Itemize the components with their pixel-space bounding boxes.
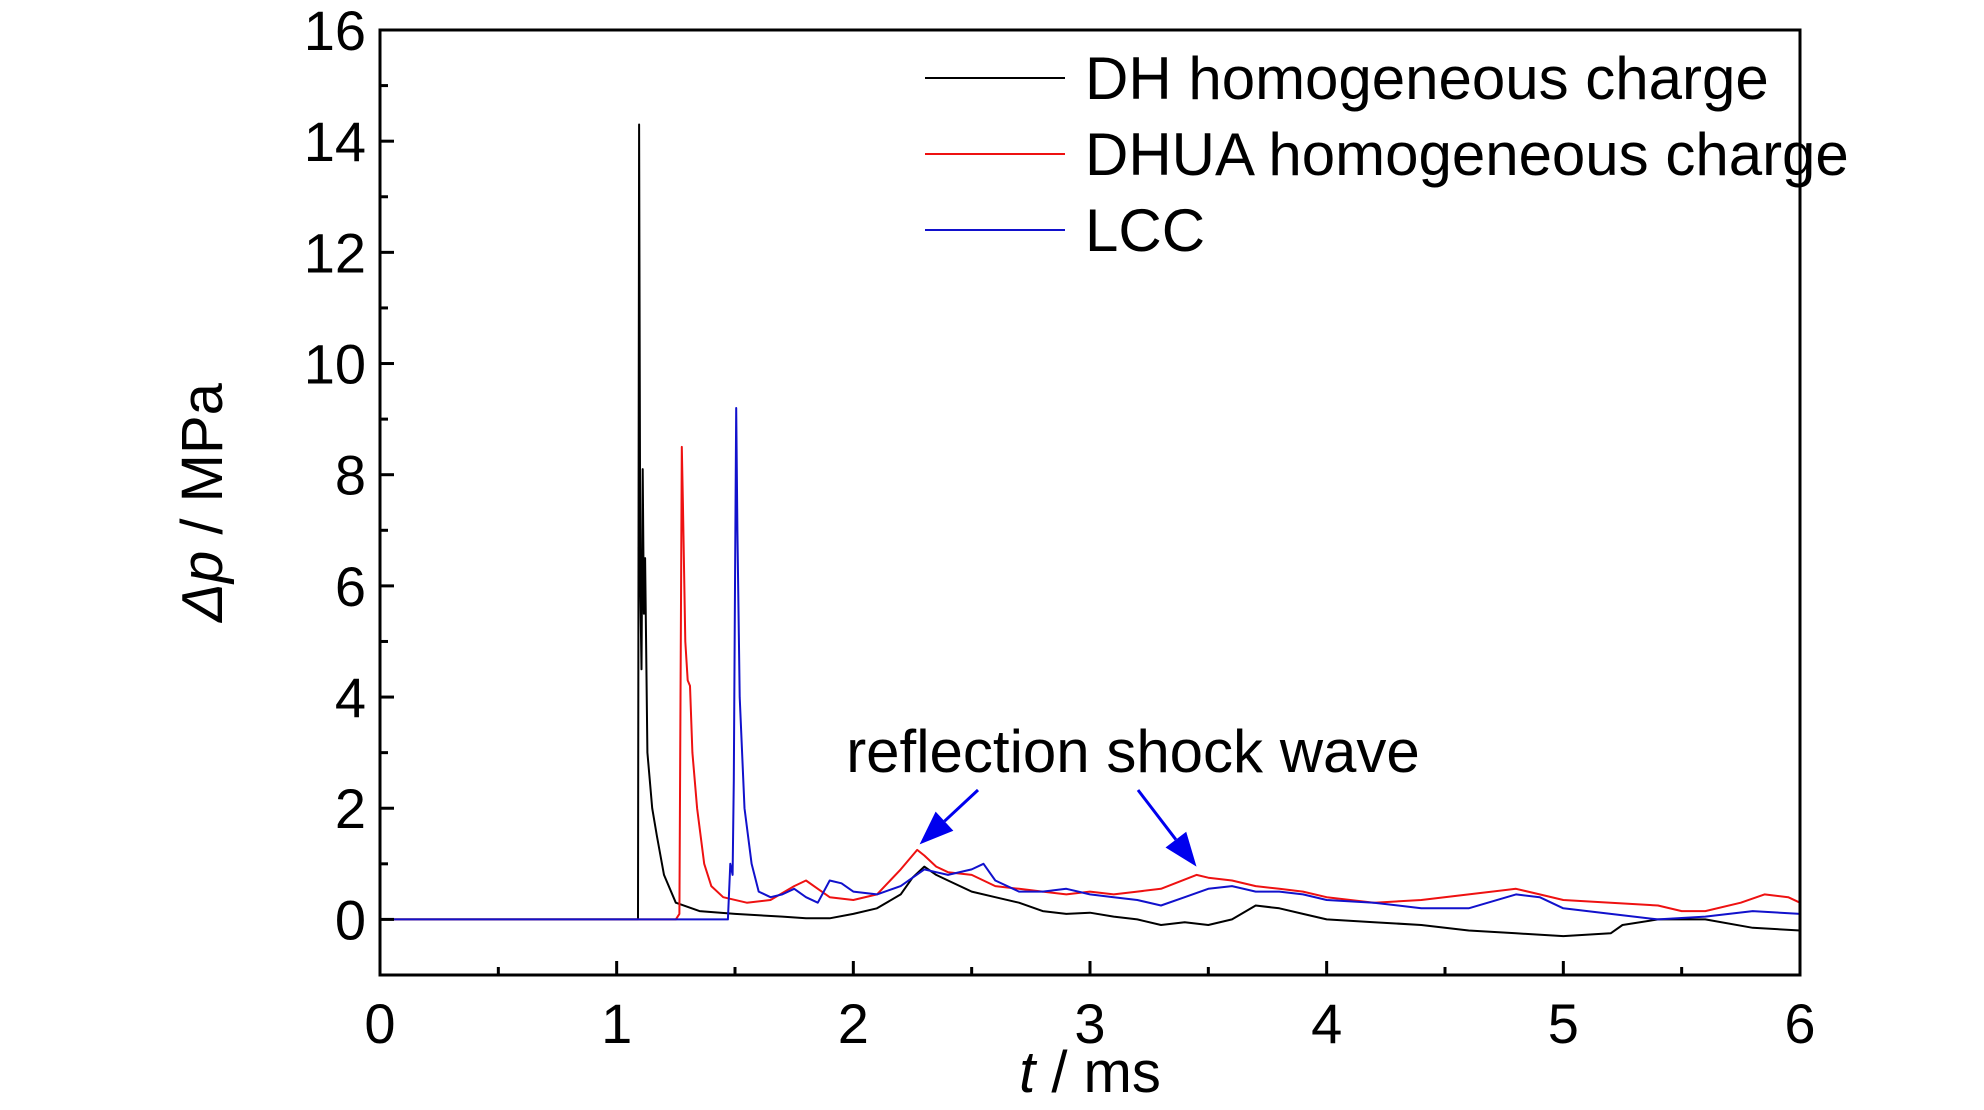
y-axis-title: Δp / MPa — [170, 382, 235, 624]
y-tick-label: 14 — [304, 110, 366, 173]
annotation-text: reflection shock wave — [846, 718, 1420, 785]
annotation-arrow-head — [1165, 831, 1197, 867]
series-line — [380, 123, 1801, 938]
x-tick-label: 1 — [601, 992, 632, 1055]
y-axis-var: Δp — [170, 551, 235, 624]
x-tick-label: 0 — [364, 992, 395, 1055]
x-tick-label: 2 — [838, 992, 869, 1055]
y-tick-label: 4 — [335, 666, 366, 729]
y-tick-label: 8 — [335, 444, 366, 507]
annotation-arrow-head — [919, 811, 954, 845]
legend: DH homogeneous charge DHUA homogeneous ch… — [925, 45, 1849, 264]
y-tick-label: 16 — [304, 0, 366, 62]
x-axis-unit: / ms — [1035, 1040, 1161, 1105]
x-tick-label: 5 — [1548, 992, 1579, 1055]
series-layer — [380, 123, 1801, 938]
x-tick-label: 6 — [1784, 992, 1815, 1055]
y-tick-label: 12 — [304, 221, 366, 284]
annotation-arrow-shaft — [1136, 789, 1178, 841]
series-line — [380, 445, 1801, 921]
x-tick-label: 3 — [1074, 992, 1105, 1055]
y-tick-label: 6 — [335, 555, 366, 618]
legend-label: DHUA homogeneous charge — [1085, 121, 1849, 188]
y-tick-label: 0 — [335, 888, 366, 951]
x-axis-var: t — [1019, 1040, 1038, 1105]
series-line — [380, 407, 1801, 921]
legend-label: LCC — [1085, 197, 1205, 264]
y-tick-label: 10 — [304, 333, 366, 396]
x-tick-label: 4 — [1311, 992, 1342, 1055]
x-axis-title: t / ms — [1019, 1040, 1161, 1105]
y-axis-unit: / MPa — [170, 382, 235, 550]
annotation-arrow-shaft — [943, 788, 980, 823]
legend-label: DH homogeneous charge — [1085, 45, 1769, 112]
y-tick-label: 2 — [335, 777, 366, 840]
annotation-layer: reflection shock wave — [846, 718, 1420, 867]
